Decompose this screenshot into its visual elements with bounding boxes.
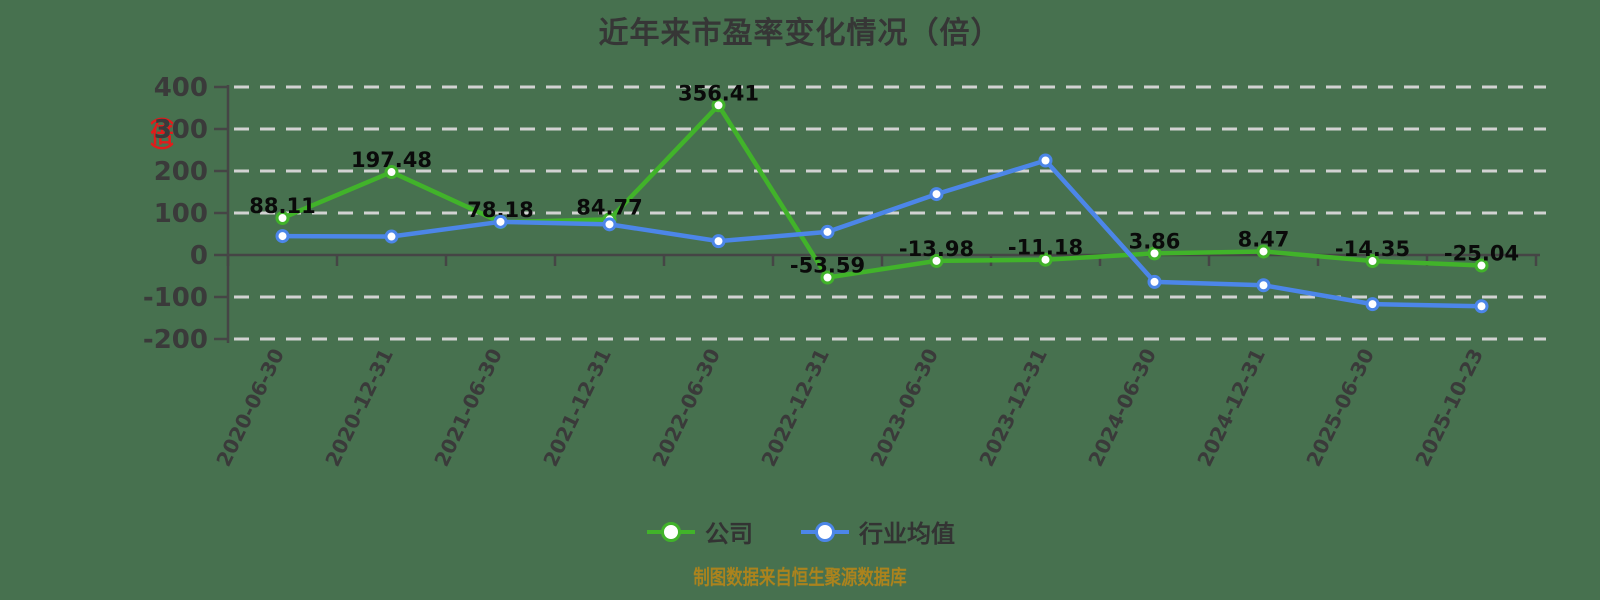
gridlines xyxy=(234,85,1546,341)
data-point-label: 84.77 xyxy=(576,195,642,219)
legend-item-industry-average[interactable]: 行业均值 xyxy=(799,514,955,549)
y-axis-tick-label: 300 xyxy=(154,115,208,145)
series-line xyxy=(280,103,1484,280)
y-axis-tick-label: 400 xyxy=(154,73,208,103)
data-point[interactable] xyxy=(1256,278,1271,293)
data-point[interactable] xyxy=(1038,153,1053,168)
x-axis-tick-label: 2022-12-31 xyxy=(756,345,834,471)
x-axis-tick-label: 2024-06-30 xyxy=(1083,345,1161,471)
legend-label-industry-average: 行业均值 xyxy=(859,520,955,548)
data-point[interactable] xyxy=(602,217,617,232)
x-axis-tick-label: 2023-12-31 xyxy=(974,345,1052,471)
series-行业均值 xyxy=(275,153,1489,314)
data-point[interactable] xyxy=(820,270,835,285)
y-axis-tick-label: 0 xyxy=(190,241,208,271)
data-point[interactable] xyxy=(711,234,726,249)
data-point[interactable] xyxy=(275,229,290,244)
y-axis-tick-label: -200 xyxy=(143,325,208,355)
data-point-label: 3.86 xyxy=(1129,229,1181,253)
x-axis-tick-label: 2022-06-30 xyxy=(647,345,725,471)
x-axis-tick-label: 2025-10-23 xyxy=(1410,345,1488,471)
data-point-label: -11.18 xyxy=(1008,236,1083,260)
y-axis-tick-label: 200 xyxy=(154,157,208,187)
data-point-label: 356.41 xyxy=(678,81,759,105)
y-axis-tick-label: -100 xyxy=(143,283,208,313)
data-point-label: -25.04 xyxy=(1444,242,1519,266)
x-axis-tick-label: 2025-06-30 xyxy=(1301,345,1379,471)
data-point-label: -53.59 xyxy=(790,254,865,278)
data-point[interactable] xyxy=(711,98,726,113)
x-axis-tick-label: 2024-12-31 xyxy=(1192,345,1270,471)
data-point[interactable] xyxy=(929,187,944,202)
data-point[interactable] xyxy=(275,210,290,225)
data-point[interactable] xyxy=(384,229,399,244)
data-point[interactable] xyxy=(1256,244,1271,259)
x-axis-tick-label: 2021-12-31 xyxy=(538,345,616,471)
data-source-note: 制图数据来自恒生聚源数据库 xyxy=(693,565,907,589)
data-point[interactable] xyxy=(1474,258,1489,273)
data-point[interactable] xyxy=(1474,299,1489,314)
data-point[interactable] xyxy=(493,214,508,229)
data-point[interactable] xyxy=(1147,246,1162,261)
industry-legend-marker-icon xyxy=(801,521,849,542)
data-point-label: 197.48 xyxy=(351,148,432,172)
data-point[interactable] xyxy=(929,253,944,268)
series-line xyxy=(280,158,1484,309)
x-axis-tick-label: 2023-06-30 xyxy=(865,345,943,471)
data-point[interactable] xyxy=(1365,297,1380,312)
y-axis-tick-label: 100 xyxy=(154,199,208,229)
chart-title: 近年来市盈率变化情况（倍） xyxy=(598,16,1002,51)
x-axis-tick-label: 2020-12-31 xyxy=(320,345,398,471)
x-axis-labels: 2020-06-30 2020-12-31 2021-06-30 2021-12-31… xyxy=(211,345,1488,471)
legend-item-company[interactable]: 公司 xyxy=(645,514,753,549)
data-point-label: -13.98 xyxy=(899,237,974,261)
data-point-label: -14.35 xyxy=(1335,237,1410,261)
data-point[interactable] xyxy=(1147,274,1162,289)
data-point[interactable] xyxy=(1365,254,1380,269)
company-legend-marker-icon xyxy=(647,521,695,542)
data-point[interactable] xyxy=(1038,252,1053,267)
x-axis-tick-label: 2021-06-30 xyxy=(429,345,507,471)
data-point[interactable] xyxy=(820,224,835,239)
y-axis-unit-label: （倍） xyxy=(146,102,172,162)
x-axis-tick-label: 2020-06-30 xyxy=(211,345,289,471)
data-point[interactable] xyxy=(384,165,399,180)
legend-label-company: 公司 xyxy=(705,520,753,548)
data-point-label: 88.11 xyxy=(249,194,315,218)
data-point-label: 8.47 xyxy=(1238,227,1290,251)
legend: 公司 行业均值 xyxy=(0,514,1600,549)
